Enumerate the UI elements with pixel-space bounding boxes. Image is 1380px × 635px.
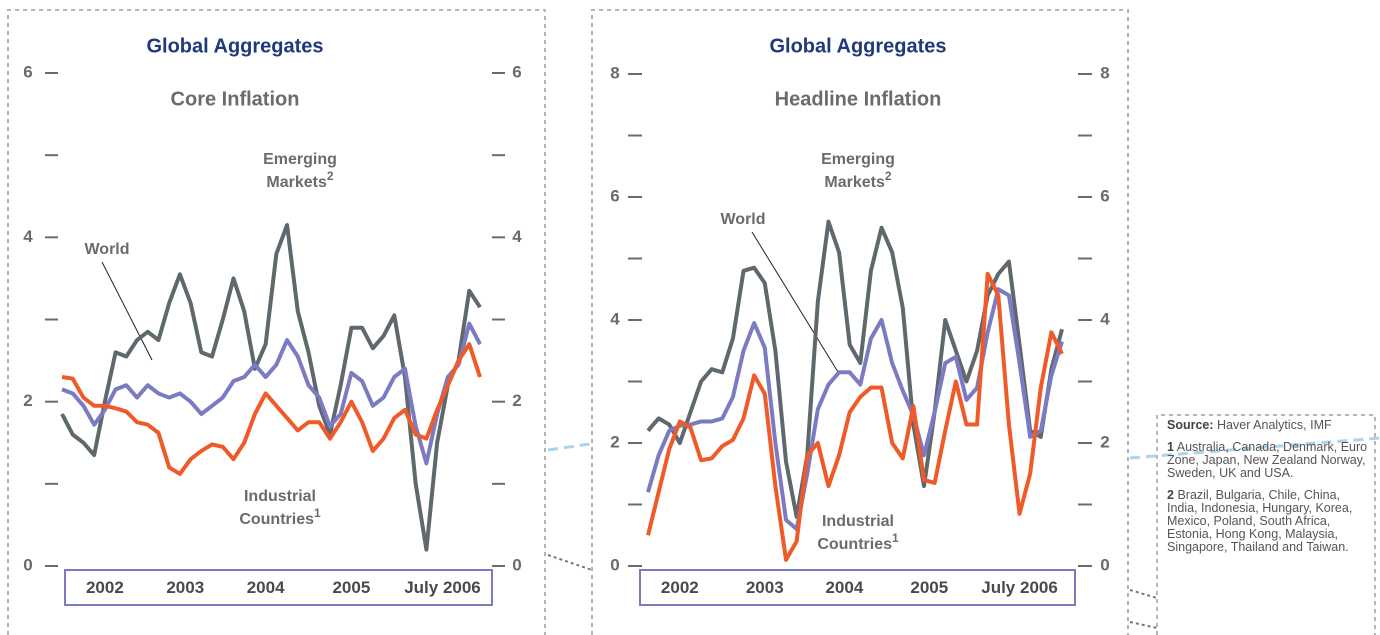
- y-tick-label: 6: [610, 186, 619, 205]
- footnotes: Source: Haver Analytics, IMF 1 Australia…: [1167, 419, 1373, 563]
- y2-tick-label: 0: [1100, 555, 1109, 574]
- x-tick-label: 2004: [825, 578, 863, 597]
- series-label-text: Markets: [266, 174, 327, 191]
- notes-frame: [1156, 414, 1376, 635]
- y-tick-label: 0: [610, 555, 619, 574]
- series-label-text: World: [84, 241, 129, 258]
- series-label-text: Markets: [824, 174, 885, 191]
- y-tick-label: 4: [23, 227, 33, 246]
- series-line: [646, 219, 1064, 519]
- note-num: 2: [1167, 488, 1174, 502]
- y2-tick-label: 4: [512, 227, 522, 246]
- y-tick-label: 8: [610, 63, 619, 82]
- series-label-note: 2: [885, 169, 892, 183]
- y2-tick-label: 2: [1100, 432, 1109, 451]
- note-text: Australia, Canada, Denmark, Euro Zone, J…: [1167, 440, 1368, 480]
- note-text: Brazil, Bulgaria, Chile, China, India, I…: [1167, 488, 1353, 554]
- series-label: Markets2: [266, 169, 333, 191]
- series-label-text: Industrial: [244, 488, 316, 505]
- x-tick-label: 2005: [332, 578, 370, 597]
- chart-subtitle: Headline Inflation: [775, 88, 942, 110]
- x-axis-box: [64, 569, 493, 606]
- y2-tick-label: 8: [1100, 63, 1109, 82]
- series-label-note: 1: [892, 531, 899, 545]
- connector: [1129, 621, 1158, 629]
- note-num: 1: [1167, 440, 1174, 454]
- series-label-text: Countries: [817, 536, 892, 553]
- frames: [7, 9, 1376, 635]
- series-label: Markets2: [824, 169, 891, 191]
- connector: [547, 442, 591, 452]
- y-tick-label: 6: [23, 62, 32, 81]
- pointer-line: [751, 231, 839, 373]
- connector: [1129, 589, 1158, 599]
- y-tick-label: 2: [610, 432, 619, 451]
- x-tick-label: July 2006: [404, 578, 481, 597]
- series-line: [60, 223, 482, 552]
- series-label: World: [720, 211, 765, 228]
- x-tick-label: 2005: [910, 578, 948, 597]
- note: 1 Australia, Canada, Denmark, Euro Zone,…: [1167, 441, 1373, 480]
- pointer-line: [101, 261, 153, 361]
- y-tick-label: 2: [23, 391, 32, 410]
- connector: [1129, 436, 1380, 460]
- y2-tick-label: 4: [1100, 309, 1110, 328]
- note: 2 Brazil, Bulgaria, Chile, China, India,…: [1167, 489, 1373, 554]
- series-label-text: Countries: [239, 511, 314, 528]
- series-label: Industrial: [822, 513, 894, 530]
- y2-tick-label: 0: [512, 555, 521, 574]
- chart-title: Global Aggregates: [146, 35, 323, 57]
- frame-left: [7, 9, 546, 635]
- y2-tick-label: 6: [1100, 186, 1109, 205]
- series-label: Industrial: [244, 488, 316, 505]
- series-label-text: Emerging: [263, 151, 337, 168]
- chart-subtitle: Core Inflation: [171, 88, 300, 110]
- x-tick-label: 2002: [661, 578, 699, 597]
- x-tick-label: 2004: [247, 578, 285, 597]
- chart-title: Global Aggregates: [769, 35, 946, 57]
- x-axis-box: [639, 569, 1076, 606]
- source: Source: Haver Analytics, IMF: [1167, 419, 1373, 432]
- x-tick-label: July 2006: [981, 578, 1058, 597]
- series-label-note: 2: [327, 169, 334, 183]
- y-tick-label: 4: [610, 309, 620, 328]
- x-tick-label: 2003: [746, 578, 784, 597]
- series-line: [61, 321, 482, 466]
- series-label: Emerging: [821, 151, 895, 168]
- source-text: Haver Analytics, IMF: [1217, 418, 1332, 432]
- y2-tick-label: 2: [512, 391, 521, 410]
- frame-right: [591, 9, 1129, 635]
- series-label-text: Emerging: [821, 151, 895, 168]
- source-label: Source:: [1167, 418, 1214, 432]
- series-label-text: Industrial: [822, 513, 894, 530]
- series-label: Countries1: [817, 531, 899, 553]
- series-line: [646, 271, 1064, 562]
- series-label: Emerging: [263, 151, 337, 168]
- y2-tick-label: 6: [512, 62, 521, 81]
- connectors: [547, 436, 1380, 460]
- series-label: World: [84, 241, 129, 258]
- connector: [547, 554, 593, 571]
- series-label-note: 1: [314, 506, 321, 520]
- series-line: [646, 287, 1064, 532]
- series-line: [61, 342, 482, 476]
- y-tick-label: 0: [23, 555, 32, 574]
- x-tick-label: 2002: [86, 578, 124, 597]
- x-tick-label: 2003: [166, 578, 204, 597]
- series-label-text: World: [720, 211, 765, 228]
- series-label: Countries1: [239, 506, 321, 528]
